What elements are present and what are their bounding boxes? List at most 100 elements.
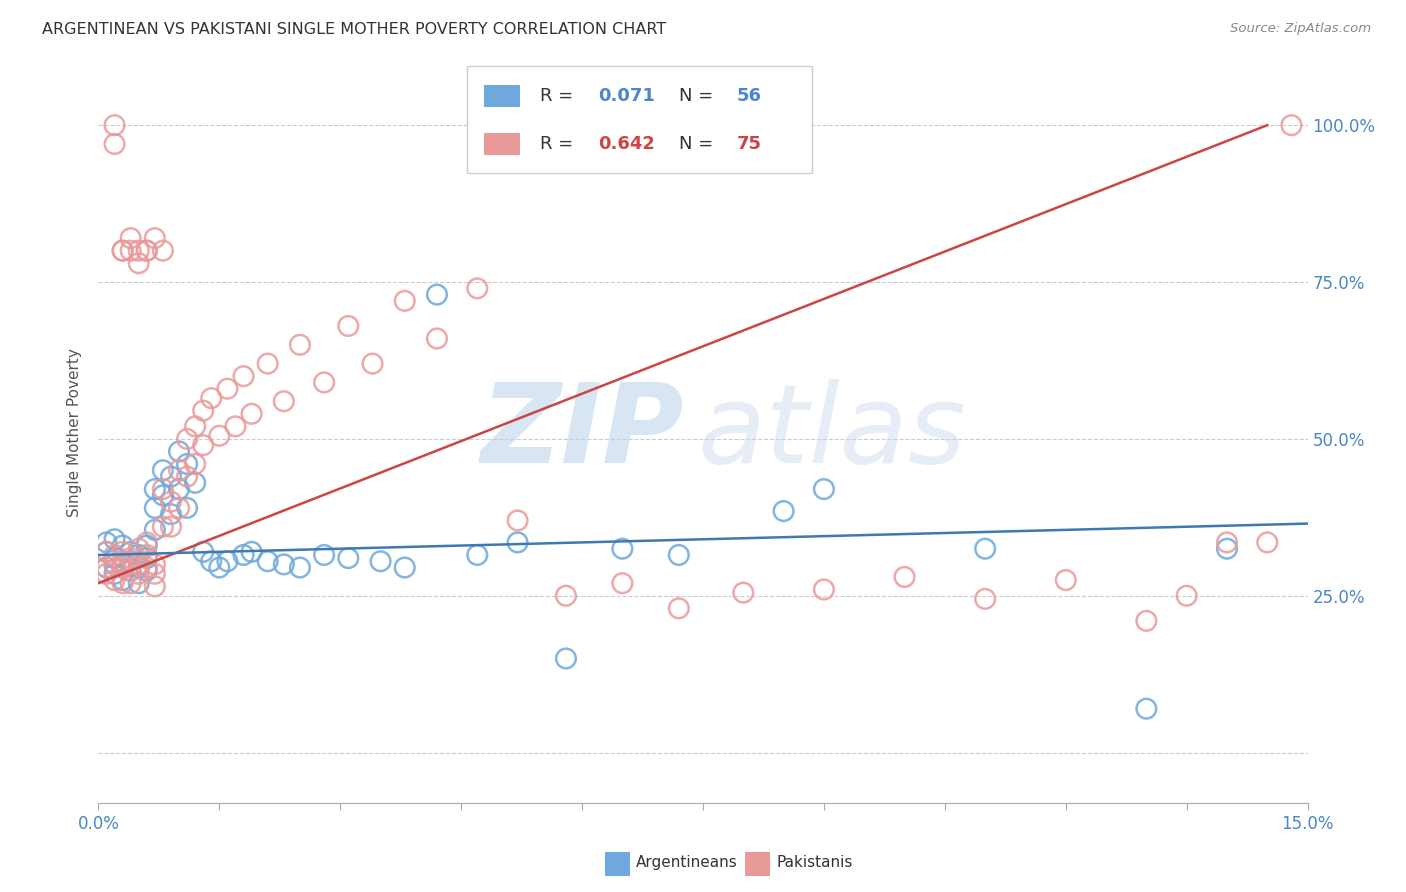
- Point: [232, 369, 254, 384]
- Point: [143, 579, 166, 593]
- Point: [555, 589, 578, 603]
- Point: [128, 576, 150, 591]
- Text: atlas: atlas: [697, 379, 966, 486]
- Point: [111, 244, 134, 258]
- Point: [160, 520, 183, 534]
- Point: [273, 558, 295, 572]
- Point: [612, 541, 634, 556]
- Point: [167, 500, 190, 515]
- Point: [103, 573, 125, 587]
- Point: [426, 331, 449, 345]
- Text: R =: R =: [540, 135, 579, 153]
- Point: [135, 564, 157, 578]
- Point: [176, 457, 198, 471]
- Point: [256, 554, 278, 568]
- Point: [120, 576, 142, 591]
- Point: [120, 551, 142, 566]
- Point: [143, 523, 166, 537]
- Point: [167, 482, 190, 496]
- Point: [733, 585, 755, 599]
- Text: ZIP: ZIP: [481, 379, 685, 486]
- Point: [208, 429, 231, 443]
- Point: [1216, 535, 1239, 549]
- Point: [143, 566, 166, 581]
- Point: [273, 394, 295, 409]
- Point: [152, 488, 174, 502]
- Point: [184, 475, 207, 490]
- Point: [612, 576, 634, 591]
- Point: [152, 244, 174, 258]
- Point: [120, 564, 142, 578]
- Point: [135, 548, 157, 562]
- Point: [288, 560, 311, 574]
- Point: [224, 419, 246, 434]
- Point: [103, 558, 125, 572]
- Point: [668, 548, 690, 562]
- Point: [893, 570, 915, 584]
- Point: [135, 244, 157, 258]
- Point: [555, 651, 578, 665]
- Point: [111, 244, 134, 258]
- Point: [1135, 701, 1157, 715]
- Point: [184, 419, 207, 434]
- Text: N =: N =: [679, 135, 718, 153]
- Point: [96, 560, 118, 574]
- Text: 75: 75: [737, 135, 762, 153]
- Point: [103, 551, 125, 566]
- Point: [232, 548, 254, 562]
- Point: [103, 118, 125, 132]
- Point: [167, 463, 190, 477]
- Point: [240, 407, 263, 421]
- Point: [176, 432, 198, 446]
- Point: [160, 494, 183, 508]
- Point: [128, 560, 150, 574]
- Point: [152, 463, 174, 477]
- Text: ARGENTINEAN VS PAKISTANI SINGLE MOTHER POVERTY CORRELATION CHART: ARGENTINEAN VS PAKISTANI SINGLE MOTHER P…: [42, 22, 666, 37]
- Point: [120, 545, 142, 559]
- Point: [217, 554, 239, 568]
- Point: [111, 560, 134, 574]
- Point: [128, 244, 150, 258]
- Point: [128, 256, 150, 270]
- Point: [111, 573, 134, 587]
- Point: [152, 520, 174, 534]
- Point: [288, 338, 311, 352]
- Point: [128, 558, 150, 572]
- Point: [96, 545, 118, 559]
- Point: [394, 293, 416, 308]
- Point: [167, 444, 190, 458]
- Point: [135, 551, 157, 566]
- Y-axis label: Single Mother Poverty: Single Mother Poverty: [67, 348, 83, 517]
- Point: [813, 482, 835, 496]
- Point: [128, 566, 150, 581]
- Point: [152, 482, 174, 496]
- Point: [1135, 614, 1157, 628]
- Point: [361, 357, 384, 371]
- Point: [772, 504, 794, 518]
- Point: [111, 539, 134, 553]
- Point: [135, 560, 157, 574]
- Point: [370, 554, 392, 568]
- Point: [103, 136, 125, 151]
- Point: [813, 582, 835, 597]
- Point: [135, 539, 157, 553]
- Point: [103, 548, 125, 562]
- Point: [1175, 589, 1198, 603]
- Point: [184, 457, 207, 471]
- Point: [1281, 118, 1303, 132]
- Point: [96, 560, 118, 574]
- Point: [465, 548, 488, 562]
- Point: [1054, 573, 1077, 587]
- Point: [217, 382, 239, 396]
- Point: [1256, 535, 1278, 549]
- Point: [465, 281, 488, 295]
- Point: [103, 533, 125, 547]
- Point: [143, 500, 166, 515]
- Point: [128, 541, 150, 556]
- Point: [193, 545, 215, 559]
- Text: 56: 56: [737, 87, 762, 104]
- FancyBboxPatch shape: [484, 85, 520, 107]
- Text: R =: R =: [540, 87, 579, 104]
- Point: [111, 545, 134, 559]
- Point: [200, 391, 222, 405]
